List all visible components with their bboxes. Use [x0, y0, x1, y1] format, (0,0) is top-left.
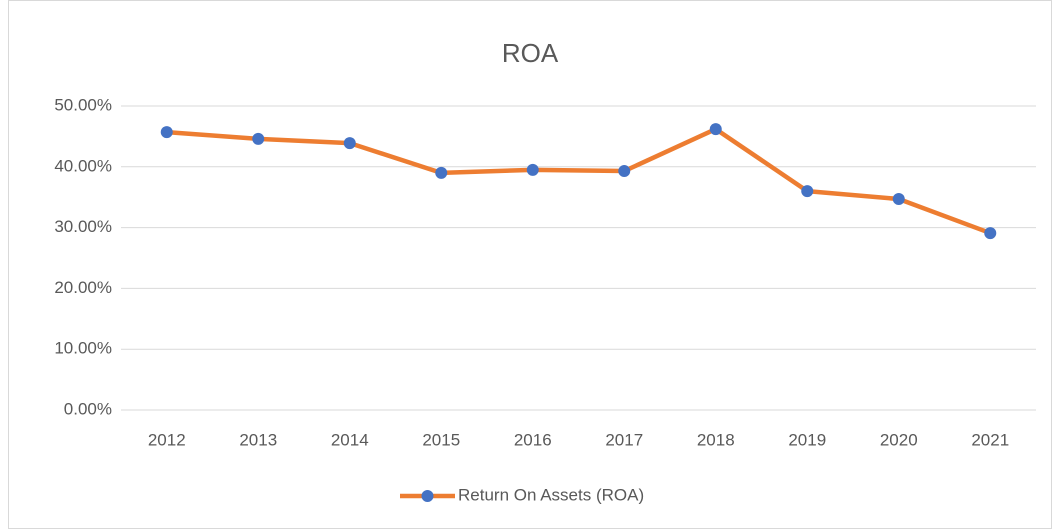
- chart-title: ROA: [502, 38, 559, 68]
- data-point: [343, 137, 356, 150]
- x-tick-label: 2020: [880, 430, 918, 449]
- x-tick-label: 2019: [788, 430, 826, 449]
- data-point: [618, 165, 631, 178]
- x-tick-label: 2017: [605, 430, 643, 449]
- data-point: [435, 166, 448, 179]
- series-line: [166, 126, 992, 236]
- data-point: [892, 193, 905, 206]
- x-tick-label: 2012: [148, 430, 186, 449]
- y-tick-label: 40.00%: [54, 156, 112, 175]
- data-point: [160, 126, 173, 139]
- data-point: [709, 123, 722, 136]
- chart-frame: [8, 0, 1052, 529]
- x-tick-label: 2021: [971, 430, 1009, 449]
- data-point: [984, 227, 997, 240]
- x-tick-label: 2015: [422, 430, 460, 449]
- data-point: [252, 132, 265, 145]
- x-tick-label: 2016: [514, 430, 552, 449]
- y-tick-label: 0.00%: [64, 399, 112, 418]
- y-tick-label: 50.00%: [54, 95, 112, 114]
- y-tick-label: 10.00%: [54, 339, 112, 358]
- legend-label: Return On Assets (ROA): [458, 485, 644, 504]
- data-point: [526, 163, 539, 176]
- x-tick-label: 2018: [697, 430, 735, 449]
- y-tick-label: 30.00%: [54, 217, 112, 236]
- x-tick-label: 2014: [331, 430, 369, 449]
- x-tick-label: 2013: [239, 430, 277, 449]
- y-tick-label: 20.00%: [54, 278, 112, 297]
- legend-marker: [421, 490, 434, 502]
- data-point: [801, 185, 814, 198]
